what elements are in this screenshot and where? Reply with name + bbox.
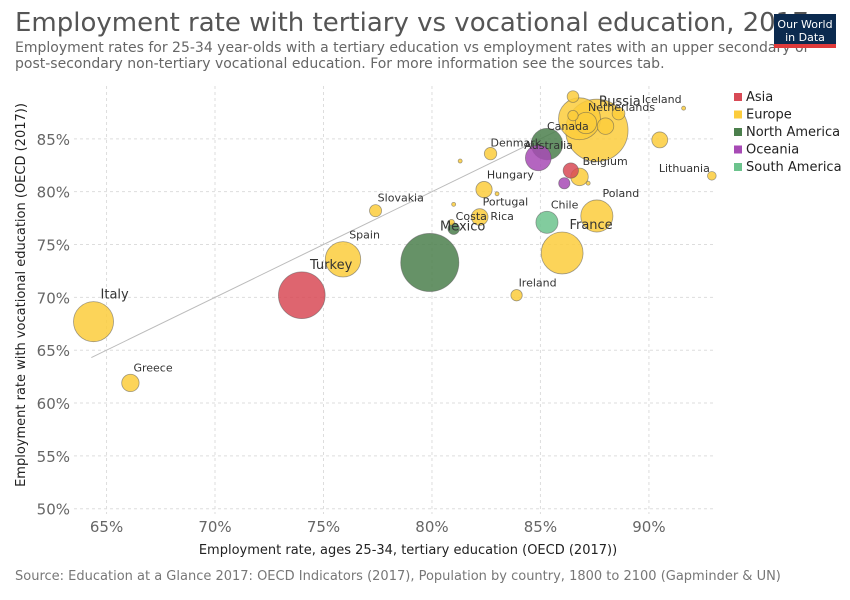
point-label: Greece (133, 361, 172, 374)
legend-entry: Asia (746, 90, 773, 105)
x-tick-label: 85% (524, 518, 557, 536)
data-point (567, 109, 579, 122)
data-point (324, 241, 362, 278)
point-label: Russia (599, 94, 641, 109)
data-point (494, 191, 500, 197)
data-point (121, 373, 140, 393)
point-label: Spain (349, 229, 380, 242)
legend-swatch (734, 163, 742, 171)
y-tick-label: 85% (37, 131, 70, 149)
legend-swatch (734, 128, 742, 136)
data-point (566, 90, 580, 103)
x-tick-label: 90% (632, 518, 665, 536)
data-point (651, 131, 669, 149)
point-label: Iceland (642, 93, 682, 106)
data-point (369, 204, 383, 218)
point-label: Turkey (309, 258, 353, 273)
x-tick-label: 65% (90, 518, 123, 536)
data-point (562, 162, 579, 179)
y-tick-label: 80% (37, 184, 70, 202)
x-tick-label: 80% (415, 518, 448, 536)
point-label: Ireland (519, 277, 557, 290)
data-point (558, 177, 571, 190)
owid-logo[interactable]: Our World in Data (774, 14, 836, 48)
legend-swatch (734, 145, 742, 154)
y-tick-label: 75% (37, 237, 70, 255)
data-point (681, 105, 687, 111)
logo-line-2: in Data (785, 31, 825, 44)
data-point (278, 271, 326, 320)
data-point (470, 208, 489, 226)
data-point (448, 218, 455, 226)
data-point (535, 210, 559, 234)
point-label: Mexico (440, 219, 485, 234)
legend-entry: South America (746, 160, 842, 175)
data-point (540, 231, 584, 275)
data-point (596, 117, 615, 135)
data-point (457, 158, 463, 164)
source-note: Source: Education at a Glance 2017: OECD… (15, 569, 781, 584)
point-label: Poland (602, 187, 639, 200)
x-axis-title: Employment rate, ages 25-34, tertiary ed… (199, 543, 617, 558)
x-tick-label: 75% (307, 518, 340, 536)
data-point (400, 233, 460, 292)
data-point (510, 289, 523, 302)
chart-title: Employment rate with tertiary vs vocatio… (15, 8, 809, 38)
point-label: France (569, 218, 612, 233)
legend-swatch (734, 110, 742, 119)
logo-line-1: Our World (777, 18, 833, 31)
legend-entry: Oceania (746, 143, 799, 158)
data-point (574, 111, 598, 135)
point-label: Australia (524, 139, 573, 152)
data-point (580, 199, 614, 233)
y-tick-label: 60% (37, 395, 70, 413)
legend-entry: Europe (746, 108, 792, 123)
point-label: Hungary (487, 168, 534, 181)
y-tick-label: 50% (37, 501, 70, 519)
point-label: Belgium (583, 155, 628, 168)
data-point (525, 144, 552, 172)
data-point (611, 106, 626, 121)
data-point (475, 181, 493, 199)
legend-entry: North America (746, 125, 840, 140)
point-label: Canada (547, 120, 589, 133)
point-label: Netherlands (588, 101, 655, 114)
point-label: Italy (101, 288, 130, 303)
data-point (483, 147, 498, 161)
x-tick-label: 70% (198, 518, 231, 536)
y-tick-label: 70% (37, 289, 70, 307)
point-label: Chile (551, 198, 579, 211)
legend-swatch (734, 93, 742, 101)
data-point (585, 180, 591, 186)
data-point (451, 201, 457, 207)
y-tick-label: 55% (37, 448, 70, 466)
chart-subtitle: Employment rates for 25-34 year-olds wit… (15, 40, 814, 72)
data-point (707, 171, 717, 181)
point-label: Portugal (483, 196, 529, 209)
y-tick-label: 65% (37, 342, 70, 360)
y-axis-title: Employment rate with vocational educatio… (14, 103, 29, 487)
point-label: Slovakia (378, 192, 424, 205)
point-label: Costa Rica (456, 210, 514, 223)
data-point (73, 301, 114, 343)
point-label: Lithuania (659, 162, 710, 175)
point-label: Denmark (491, 137, 542, 150)
